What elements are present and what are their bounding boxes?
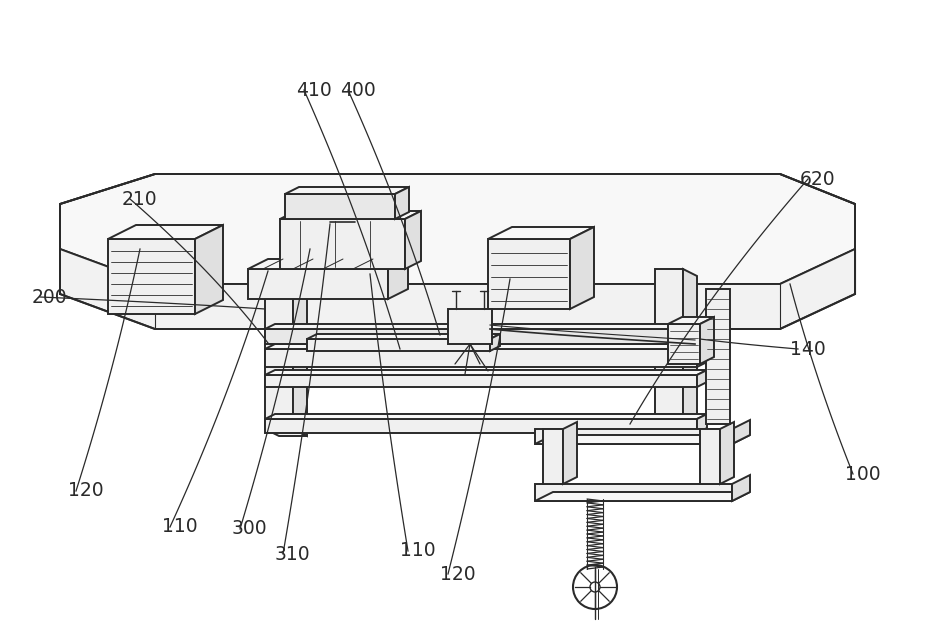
Polygon shape <box>697 324 707 344</box>
Polygon shape <box>307 334 500 339</box>
Polygon shape <box>108 225 223 239</box>
Polygon shape <box>563 422 577 484</box>
Polygon shape <box>265 414 707 419</box>
Polygon shape <box>668 317 714 324</box>
Text: 400: 400 <box>340 81 376 100</box>
Polygon shape <box>488 239 570 309</box>
Text: 620: 620 <box>800 169 836 189</box>
Polygon shape <box>293 269 307 436</box>
Polygon shape <box>265 269 293 429</box>
Polygon shape <box>732 420 750 444</box>
Polygon shape <box>265 375 697 387</box>
Polygon shape <box>265 370 707 375</box>
Polygon shape <box>490 334 500 351</box>
Text: 110: 110 <box>400 541 435 560</box>
Polygon shape <box>543 429 563 484</box>
Polygon shape <box>720 422 734 484</box>
Polygon shape <box>448 309 492 344</box>
Text: 120: 120 <box>68 482 104 500</box>
Text: 140: 140 <box>790 339 826 358</box>
Text: 300: 300 <box>232 520 268 539</box>
Polygon shape <box>535 429 732 444</box>
Text: 100: 100 <box>845 465 881 484</box>
Polygon shape <box>697 370 707 387</box>
Polygon shape <box>488 227 594 239</box>
Polygon shape <box>108 239 195 314</box>
Polygon shape <box>700 429 720 484</box>
Polygon shape <box>700 317 714 364</box>
Polygon shape <box>732 475 750 501</box>
Text: 200: 200 <box>32 288 68 307</box>
Polygon shape <box>60 174 855 284</box>
Text: 110: 110 <box>162 518 198 537</box>
Polygon shape <box>265 429 307 436</box>
Polygon shape <box>395 187 409 219</box>
Polygon shape <box>285 187 409 194</box>
Text: 310: 310 <box>275 544 311 564</box>
Polygon shape <box>195 225 223 314</box>
Text: 210: 210 <box>122 190 157 208</box>
Polygon shape <box>265 419 697 433</box>
Polygon shape <box>280 219 405 269</box>
Polygon shape <box>307 339 490 351</box>
Polygon shape <box>570 227 594 309</box>
Polygon shape <box>285 194 395 219</box>
Polygon shape <box>265 324 707 329</box>
Polygon shape <box>405 211 421 269</box>
Polygon shape <box>388 259 408 299</box>
Polygon shape <box>248 259 408 269</box>
Polygon shape <box>655 269 683 429</box>
Polygon shape <box>697 344 707 367</box>
Polygon shape <box>265 349 697 367</box>
Text: 120: 120 <box>440 564 476 583</box>
Polygon shape <box>535 435 750 444</box>
Polygon shape <box>697 414 707 433</box>
Polygon shape <box>60 249 855 329</box>
Polygon shape <box>683 269 697 436</box>
Polygon shape <box>535 484 732 501</box>
Polygon shape <box>265 344 707 349</box>
Text: 410: 410 <box>296 81 332 100</box>
Polygon shape <box>535 492 750 501</box>
Polygon shape <box>655 429 697 436</box>
Polygon shape <box>265 329 697 344</box>
Polygon shape <box>280 211 421 219</box>
Polygon shape <box>706 289 730 424</box>
Polygon shape <box>248 269 388 299</box>
Polygon shape <box>668 324 700 364</box>
